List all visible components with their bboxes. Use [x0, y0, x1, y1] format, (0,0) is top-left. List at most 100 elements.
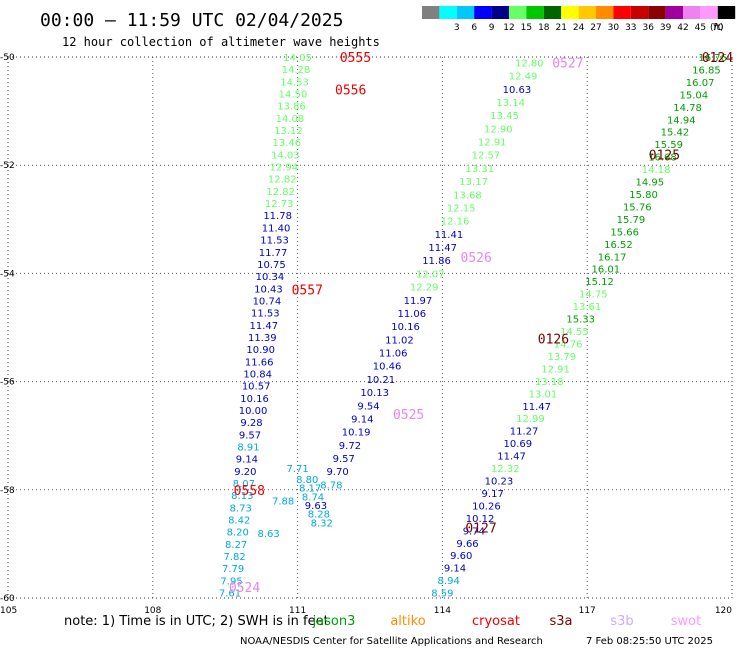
wave-height-value: 13.18	[535, 377, 564, 388]
wave-height-value: 9.70	[326, 467, 348, 478]
legend-swatch	[683, 6, 701, 19]
wave-height-value: 14.08	[276, 114, 305, 125]
lon-tick-label: 111	[289, 606, 306, 616]
wave-height-value: 11.66	[245, 357, 274, 368]
wave-height-value: 14.03	[271, 150, 300, 161]
wave-height-value: 11.06	[397, 309, 426, 320]
lon-tick-label: 114	[434, 606, 451, 616]
wave-height-value: 13.14	[496, 98, 525, 109]
wave-height-value: 13.86	[277, 102, 306, 113]
wave-height-value: 9.14	[236, 455, 258, 466]
wave-height-value: 16.17	[598, 252, 627, 263]
wave-height-value: 10.84	[243, 369, 272, 380]
wave-height-value: 9.14	[351, 414, 373, 425]
wave-height-value: 10.90	[246, 345, 275, 356]
wave-height-value: 16.85	[692, 65, 721, 76]
wave-height-value: 15.76	[623, 202, 652, 213]
wave-height-value: 14.95	[636, 178, 665, 189]
wave-height-value: 16.07	[686, 78, 715, 89]
lon-tick-label: 117	[579, 606, 596, 616]
wave-height-value: 11.39	[248, 333, 277, 344]
wave-height-value: 12.49	[509, 72, 538, 83]
wave-height-value: 11.53	[251, 309, 280, 320]
legend-swatch	[630, 6, 649, 19]
wave-height-value: 10.63	[503, 85, 532, 96]
track-t4: 12.80 12.49 10.63 13.14 13.45 12.90 12.91 12.57…	[320, 58, 543, 491]
wave-height-value: 8.28	[308, 510, 330, 521]
legend-label: 24	[573, 23, 585, 33]
wave-height-value: 9.66	[456, 539, 478, 550]
footer-note: note: 1) Time is in UTC; 2) SWH is in fe…	[64, 614, 329, 629]
wave-height-value: 11.86	[422, 256, 451, 267]
wave-height-value: 15.59	[654, 140, 683, 151]
legend-swatch	[648, 6, 666, 19]
legend-swatch	[665, 6, 683, 19]
legend-swatch	[526, 6, 544, 19]
wave-height-value: 15.42	[661, 128, 690, 139]
map-grid	[7, 56, 733, 599]
wave-height-value: 12.90	[484, 124, 513, 135]
wave-height-value: 14.75	[579, 290, 608, 301]
wave-height-value: 10.34	[256, 272, 285, 283]
legend-swatch	[700, 6, 718, 19]
pass-time-label: 0556	[335, 83, 366, 98]
wave-height-value: 9.20	[234, 467, 256, 478]
wave-height-value: 12.29	[410, 283, 439, 294]
wave-height-value: 10.12	[466, 514, 495, 525]
wave-height-value: 13.79	[548, 352, 577, 363]
wave-height-value: 12.80	[515, 58, 544, 69]
wave-height-value: 7.88	[272, 497, 294, 508]
color-legend: 3 6 9 12 15 18 21 24 27 30 33 36 39 42 45 70	[422, 6, 736, 33]
wave-height-value: 10.46	[373, 362, 402, 373]
wave-height-value: 9.28	[240, 418, 262, 429]
wave-height-value: 14.94	[667, 115, 696, 126]
legend-label: 45	[695, 23, 706, 33]
wave-height-value: 16.76	[698, 53, 727, 64]
wave-height-value: 9.74	[463, 526, 485, 537]
wave-height-value: 10.69	[504, 439, 533, 450]
wave-height-value: 13.01	[529, 389, 558, 400]
legend-label: 12	[503, 23, 514, 33]
satellite-legend-item: altiko	[390, 614, 425, 629]
wave-height-value: 12.91	[478, 138, 507, 149]
satellite-legend-item: jason3	[312, 614, 356, 629]
lat-tick-label: -50	[0, 53, 15, 63]
legend-label: 36	[642, 23, 654, 33]
lat-tick-label: -52	[0, 161, 15, 171]
wave-height-value: 11.47	[522, 402, 551, 413]
wave-height-value: 12.57	[472, 151, 501, 162]
wave-height-value: 10.16	[240, 394, 269, 405]
legend-label: 3	[454, 23, 460, 33]
legend-label: 27	[590, 23, 601, 33]
wave-height-value: 15.33	[566, 315, 595, 326]
map-frame	[7, 56, 733, 599]
wave-height-value: 10.19	[342, 428, 371, 439]
legend-unit: (ft)	[710, 23, 724, 33]
legend-label: 30	[608, 23, 620, 33]
legend-swatch	[439, 6, 457, 19]
page-title: 00:00 – 11:59 UTC 02/04/2025	[40, 10, 343, 31]
wave-height-value: 8.42	[228, 516, 250, 527]
legend-swatch	[561, 6, 579, 19]
wave-height-value: 14.18	[642, 165, 671, 176]
wave-height-value: 9.72	[339, 441, 361, 452]
legend-label: 9	[489, 23, 495, 33]
lon-tick-label: 105	[0, 606, 17, 616]
pass-time-label: 0126	[538, 332, 569, 347]
wave-height-value: 16.52	[604, 240, 633, 251]
wave-height-value: 14.28	[282, 65, 311, 76]
pass-time-label: 0558	[234, 484, 265, 499]
wave-height-value: 8.20	[227, 528, 249, 539]
wave-height-value: 8.07	[233, 479, 255, 490]
wave-height-value: 8.17	[299, 484, 321, 495]
wave-height-value: 9.60	[450, 551, 472, 562]
wave-height-value: 10.16	[391, 322, 420, 333]
legend-label: 39	[660, 23, 672, 33]
pass-time-labels: 0555 0556 0557 0558 0524 0527 0526 0525 0124 0125…	[229, 51, 733, 596]
wave-height-value: 8.13	[231, 491, 253, 502]
wave-height-value: 10.00	[239, 406, 268, 417]
legend-swatch	[491, 6, 509, 19]
wave-height-value: 8.63	[258, 529, 280, 540]
